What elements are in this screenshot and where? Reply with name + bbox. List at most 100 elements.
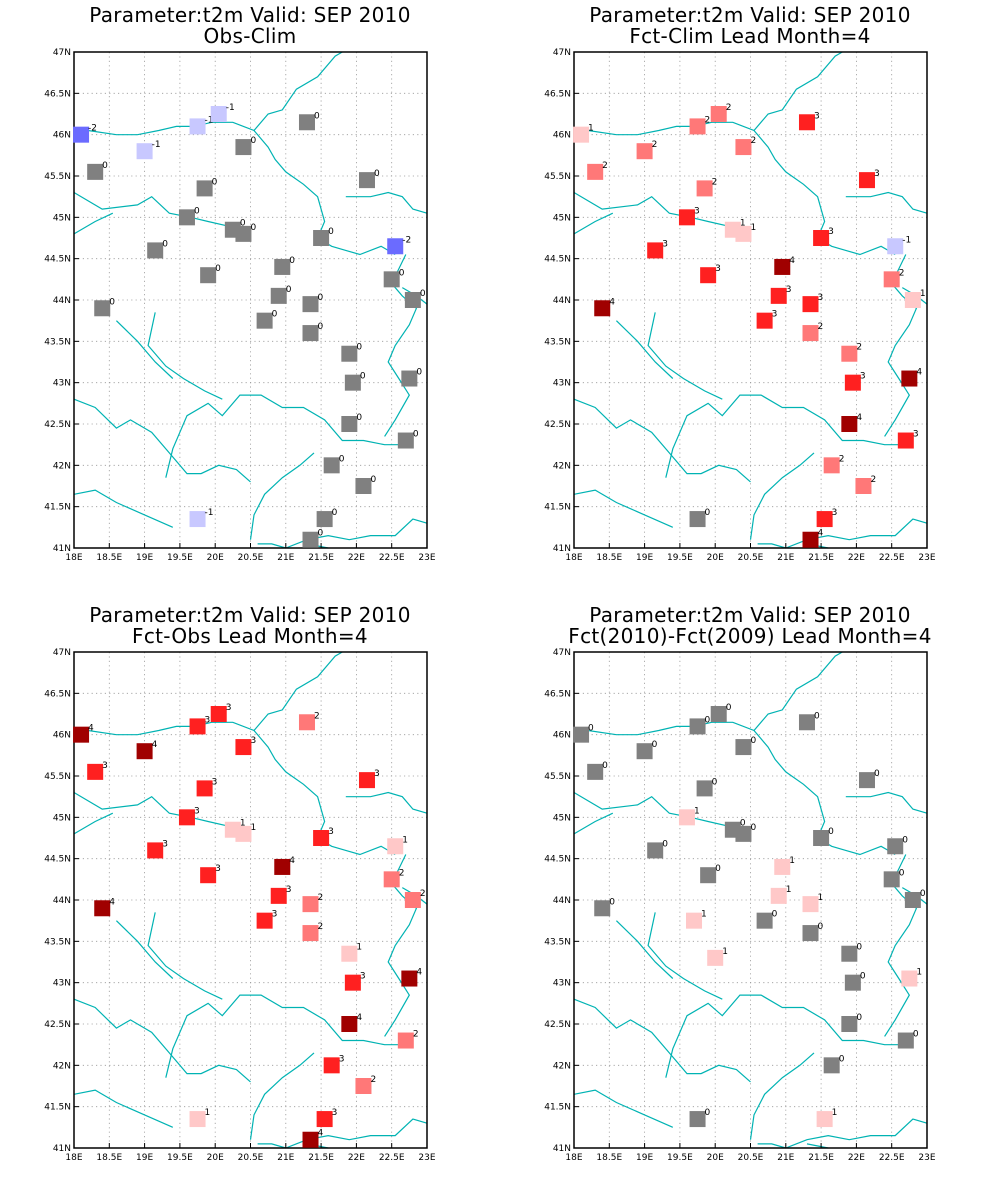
- station-value-label: 0: [856, 943, 862, 953]
- station-value-label: 2: [856, 343, 862, 353]
- border-line: [249, 452, 315, 540]
- y-tick-label: 44N: [553, 296, 571, 306]
- x-tick-label: 21E: [277, 1153, 294, 1163]
- station-value-label: 3: [360, 972, 366, 982]
- station-marker: [200, 267, 217, 284]
- station-value-label: 3: [694, 206, 700, 216]
- y-tick-label: 45.5N: [44, 772, 71, 782]
- border-line: [88, 121, 396, 256]
- station-marker: [689, 718, 706, 735]
- station-value-label: 1: [240, 819, 246, 829]
- border-line: [73, 191, 244, 239]
- station-value-label: 0: [416, 368, 422, 378]
- station-value-label: 0: [420, 289, 426, 299]
- station-marker: [196, 180, 213, 197]
- border-line: [165, 394, 406, 478]
- y-tick-label: 44.5N: [544, 855, 571, 865]
- y-tick-label: 47N: [553, 48, 571, 58]
- station-value-label: 1: [205, 1108, 211, 1118]
- y-tick-label: 47N: [553, 648, 571, 658]
- station-marker: [841, 1016, 858, 1032]
- y-tick-label: 46.5N: [44, 689, 71, 699]
- station-value-label: 2: [318, 922, 324, 932]
- y-tick-label: 43N: [553, 379, 571, 389]
- station-marker: [387, 838, 404, 855]
- x-tick-label: 23E: [418, 553, 435, 563]
- y-tick-label: 45.5N: [44, 172, 71, 182]
- border-line: [115, 320, 174, 379]
- x-tick-label: 21.5E: [308, 553, 334, 563]
- station-marker: [816, 511, 833, 528]
- border-line: [384, 854, 418, 1037]
- station-value-label: 1: [832, 1108, 838, 1118]
- station-marker: [189, 718, 206, 735]
- border-line: [73, 1089, 174, 1128]
- border-line: [647, 312, 723, 400]
- station-marker: [904, 892, 921, 908]
- station-marker: [341, 945, 358, 962]
- border-line: [573, 812, 614, 835]
- station-value-label: 2: [318, 893, 324, 903]
- station-value-label: 0: [356, 343, 362, 353]
- station-value-label: 0: [705, 1108, 711, 1118]
- x-tick-label: 18.5E: [596, 553, 622, 563]
- y-tick-label: 43N: [53, 979, 71, 989]
- x-tick-label: 22.5E: [879, 553, 905, 563]
- station-marker: [358, 172, 375, 189]
- station-marker: [189, 511, 206, 528]
- panel-fct-clim: Parameter:t2m Valid: SEP 2010 Fct-Clim L…: [500, 0, 1000, 600]
- station-marker: [841, 345, 858, 362]
- x-tick-label: 21E: [777, 553, 794, 563]
- station-value-label: 3: [286, 885, 292, 895]
- station-value-label: 0: [715, 864, 721, 874]
- station-marker: [883, 271, 900, 288]
- border-line: [753, 651, 843, 731]
- station-value-label: 0: [272, 310, 278, 320]
- x-tick-label: 21E: [777, 1153, 794, 1163]
- station-marker: [756, 312, 773, 329]
- x-tick-label: 20.5E: [238, 1153, 264, 1163]
- station-marker: [316, 511, 333, 528]
- station-value-label: 0: [740, 819, 746, 829]
- station-value-label: 3: [102, 761, 108, 771]
- station-marker: [341, 345, 358, 362]
- station-marker: [355, 478, 372, 494]
- y-tick-label: 44.5N: [44, 855, 71, 865]
- station-marker: [816, 1111, 833, 1128]
- station-marker: [87, 763, 104, 780]
- border-line: [384, 254, 418, 437]
- station-value-label: 1: [588, 124, 594, 134]
- station-value-label: 0: [652, 740, 658, 750]
- station-marker: [397, 1032, 414, 1049]
- x-tick-label: 18E: [565, 553, 582, 563]
- x-tick-label: 22E: [348, 1153, 365, 1163]
- station-marker: [678, 809, 695, 826]
- y-tick-label: 41.5N: [544, 503, 571, 513]
- station-value-label: 0: [250, 136, 256, 146]
- station-marker: [636, 743, 653, 760]
- y-tick-label: 41N: [553, 1144, 571, 1154]
- x-tick-label: 18E: [65, 553, 82, 563]
- station-marker: [802, 925, 819, 942]
- border-line: [884, 854, 918, 1037]
- station-marker: [302, 296, 319, 313]
- station-marker: [735, 225, 752, 242]
- station-marker: [302, 925, 319, 942]
- y-tick-label: 45.5N: [544, 772, 571, 782]
- station-marker: [302, 1131, 319, 1148]
- station-value-label: 0: [102, 161, 108, 171]
- station-value-label: 0: [902, 835, 908, 845]
- station-value-label: 3: [828, 227, 834, 237]
- station-value-label: 0: [318, 322, 324, 332]
- panel-title-line1: Parameter:t2m Valid: SEP 2010: [89, 3, 411, 27]
- station-marker: [397, 432, 414, 449]
- border-line: [253, 651, 343, 731]
- station-marker: [344, 374, 361, 391]
- x-tick-label: 19.5E: [667, 1153, 693, 1163]
- station-marker: [802, 325, 819, 342]
- station-marker: [235, 139, 252, 156]
- y-tick-label: 45N: [53, 813, 71, 823]
- station-marker: [823, 1057, 840, 1074]
- y-tick-label: 45N: [553, 813, 571, 823]
- station-value-label: 0: [109, 297, 115, 307]
